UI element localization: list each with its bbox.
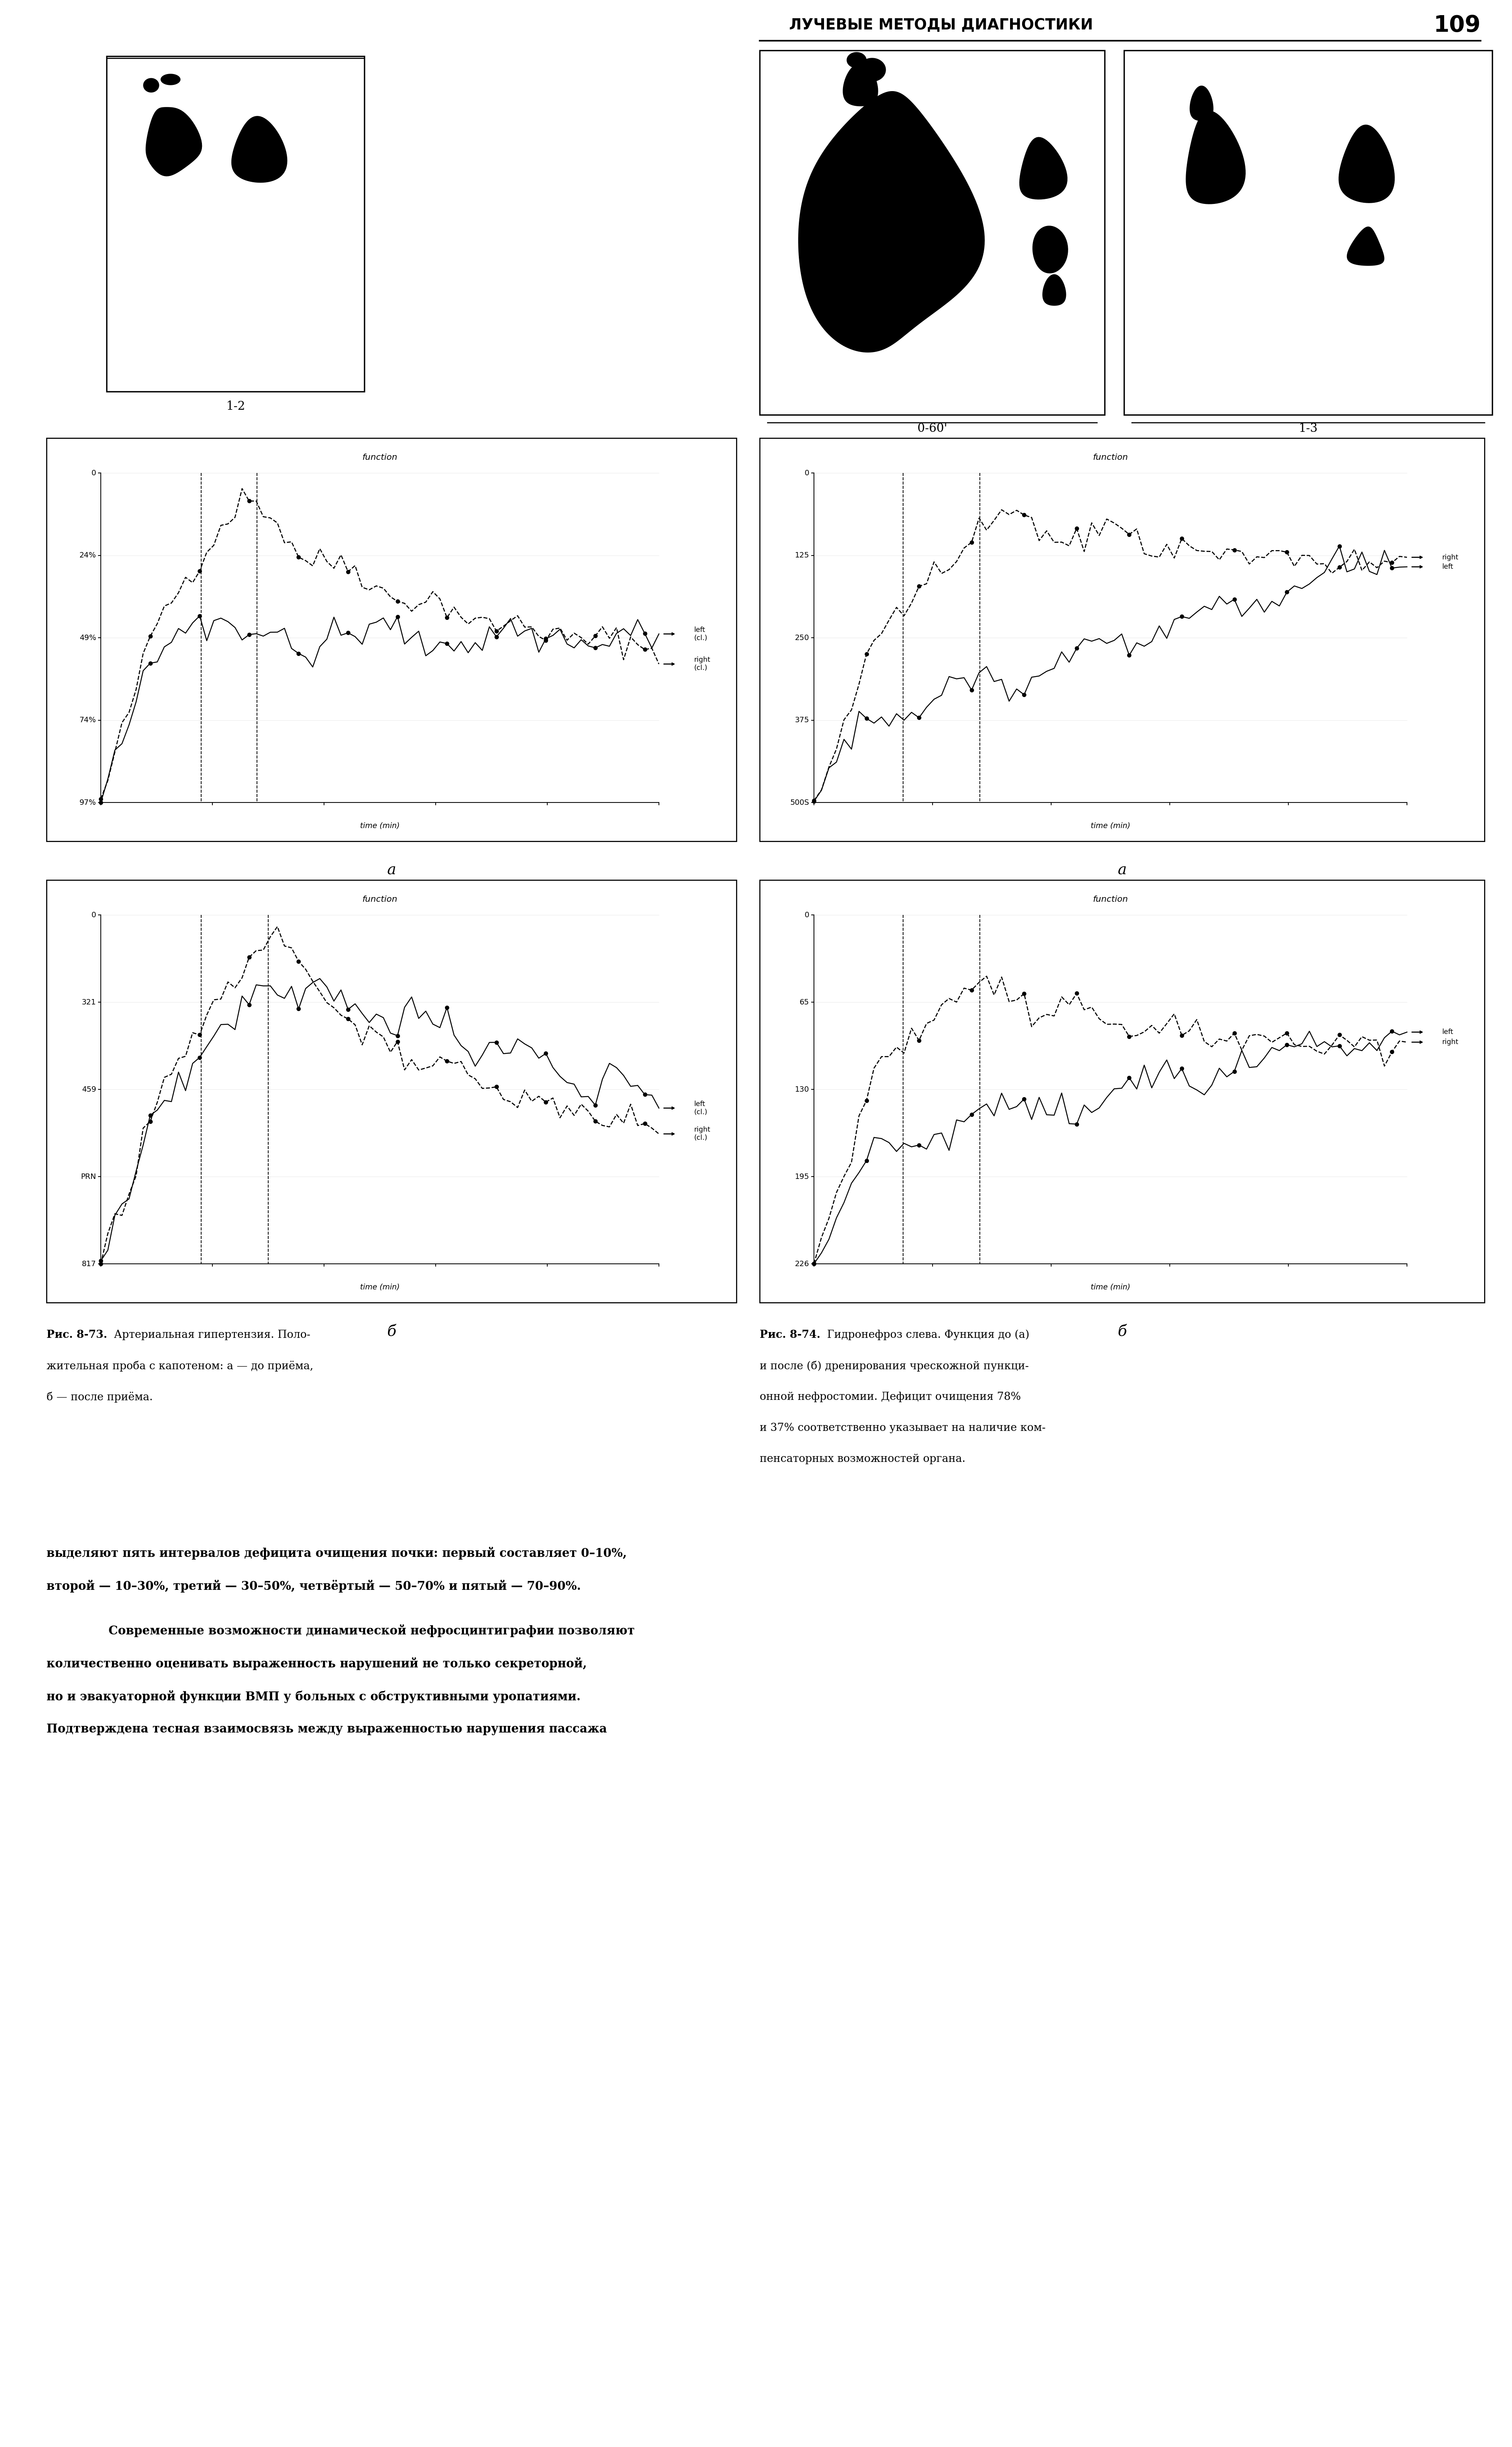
Text: left: left <box>1442 1028 1453 1035</box>
Text: 817: 817 <box>82 1260 97 1268</box>
Polygon shape <box>1347 228 1383 267</box>
Text: второй — 10–30%, третий — 30–50%, четвёртый — 50–70% и пятый — 70–90%.: второй — 10–30%, третий — 30–50%, четвёр… <box>47 1581 581 1593</box>
Text: function: function <box>363 896 398 903</box>
Text: 459: 459 <box>82 1086 97 1094</box>
Text: right: right <box>1442 553 1458 560</box>
Text: а: а <box>1117 864 1126 878</box>
Text: right: right <box>1442 1038 1458 1045</box>
Text: 195: 195 <box>795 1172 809 1179</box>
Text: Современные возможности динамической нефросцинтиграфии позволяют: Современные возможности динамической неф… <box>109 1625 635 1637</box>
Text: 1-3: 1-3 <box>1299 423 1317 436</box>
Polygon shape <box>1033 225 1067 274</box>
Bar <box>759 51 1105 416</box>
Text: пенсаторных возможностей органа.: пенсаторных возможностей органа. <box>759 1454 966 1463</box>
Text: Рис. 8-73.: Рис. 8-73. <box>47 1329 107 1341</box>
Bar <box>759 881 1485 1302</box>
Polygon shape <box>798 91 984 352</box>
Text: и после (б) дренирования чрескожной пункци-: и после (б) дренирования чрескожной пунк… <box>759 1361 1028 1373</box>
Text: 321: 321 <box>82 998 97 1006</box>
Text: time (min): time (min) <box>360 822 399 830</box>
Text: 65: 65 <box>800 998 809 1006</box>
Bar <box>47 438 736 842</box>
Text: Рис. 8-74.: Рис. 8-74. <box>759 1329 821 1341</box>
Text: PRN: PRN <box>80 1172 97 1179</box>
Text: 226: 226 <box>795 1260 809 1268</box>
Text: 0: 0 <box>91 470 97 477</box>
Text: time (min): time (min) <box>1090 822 1131 830</box>
Text: left
(cl.): left (cl.) <box>694 1101 708 1116</box>
Text: а: а <box>387 864 396 878</box>
Text: 97%: 97% <box>79 798 97 805</box>
Text: Гидронефроз слева. Функция до (а): Гидронефроз слева. Функция до (а) <box>824 1329 1030 1341</box>
Text: Артериальная гипертензия. Поло-: Артериальная гипертензия. Поло- <box>110 1329 310 1341</box>
Polygon shape <box>144 78 159 93</box>
Text: right
(cl.): right (cl.) <box>694 1126 711 1140</box>
Text: function: function <box>1093 896 1128 903</box>
Bar <box>1123 51 1492 416</box>
Text: 49%: 49% <box>79 634 97 641</box>
Bar <box>759 438 1485 842</box>
Polygon shape <box>1185 110 1246 203</box>
Polygon shape <box>847 51 866 69</box>
Text: количественно оценивать выраженность нарушений не только секреторной,: количественно оценивать выраженность нар… <box>47 1657 587 1671</box>
Polygon shape <box>1019 137 1067 198</box>
Polygon shape <box>859 59 886 81</box>
Text: 0: 0 <box>804 910 809 918</box>
Text: time (min): time (min) <box>1090 1282 1131 1290</box>
Text: 250: 250 <box>795 634 809 641</box>
Text: Подтверждена тесная взаимосвязь между выраженностью нарушения пассажа: Подтверждена тесная взаимосвязь между вы… <box>47 1723 606 1735</box>
Polygon shape <box>1043 274 1066 306</box>
Text: 130: 130 <box>795 1086 809 1094</box>
Polygon shape <box>1190 86 1213 120</box>
Text: онной нефростомии. Дефицит очищения 78%: онной нефростомии. Дефицит очищения 78% <box>759 1392 1021 1402</box>
Polygon shape <box>160 73 180 86</box>
Text: 125: 125 <box>795 551 809 558</box>
Text: 0: 0 <box>804 470 809 477</box>
Text: б: б <box>1117 1324 1126 1339</box>
Text: right
(cl.): right (cl.) <box>694 656 711 670</box>
Text: 0: 0 <box>91 910 97 918</box>
Text: 24%: 24% <box>79 551 97 558</box>
Text: 74%: 74% <box>79 717 97 724</box>
Polygon shape <box>145 108 201 176</box>
Text: жительная проба с капотеном: а — до приёма,: жительная проба с капотеном: а — до приё… <box>47 1361 313 1373</box>
Text: б — после приёма.: б — после приёма. <box>47 1392 153 1402</box>
Text: 375: 375 <box>795 717 809 724</box>
Text: function: function <box>363 453 398 462</box>
Polygon shape <box>231 115 287 184</box>
Text: б: б <box>387 1324 396 1339</box>
Text: ЛУЧЕВЫЕ МЕТОДЫ ДИАГНОСТИКИ: ЛУЧЕВЫЕ МЕТОДЫ ДИАГНОСТИКИ <box>789 17 1093 32</box>
Polygon shape <box>1338 125 1394 203</box>
Text: function: function <box>1093 453 1128 462</box>
Text: 1-2: 1-2 <box>225 401 245 411</box>
Bar <box>106 56 364 392</box>
Text: left
(cl.): left (cl.) <box>694 626 708 641</box>
Text: 500S: 500S <box>791 798 809 805</box>
Text: но и эвакуаторной функции ВМП у больных с обструктивными уропатиями.: но и эвакуаторной функции ВМП у больных … <box>47 1691 581 1703</box>
Text: left: left <box>1442 563 1453 570</box>
Text: 0-60': 0-60' <box>918 423 947 436</box>
Polygon shape <box>844 64 878 105</box>
Text: time (min): time (min) <box>360 1282 399 1290</box>
Bar <box>47 881 736 1302</box>
Text: 109: 109 <box>1433 15 1480 37</box>
Text: выделяют пять интервалов дефицита очищения почки: первый составляет 0–10%,: выделяют пять интервалов дефицита очищен… <box>47 1547 627 1559</box>
Text: и 37% соответственно указывает на наличие ком-: и 37% соответственно указывает на наличи… <box>759 1422 1046 1434</box>
